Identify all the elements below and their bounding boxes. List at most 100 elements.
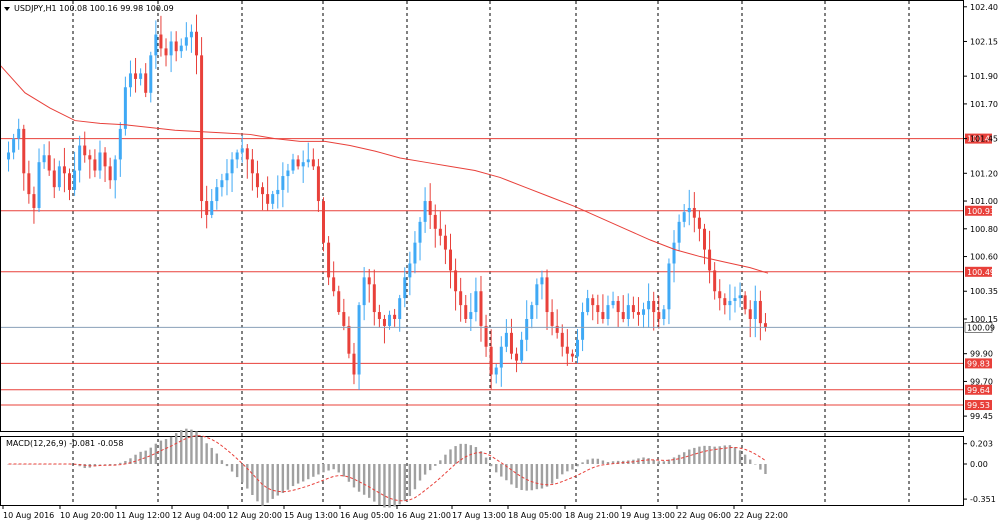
- macd-bar: [484, 457, 488, 464]
- macd-bar: [271, 464, 274, 499]
- level-label: 99.83: [967, 359, 990, 368]
- macd-bar: [693, 447, 696, 464]
- macd-bar: [703, 445, 706, 464]
- macd-bar: [373, 464, 376, 502]
- macd-bar: [616, 460, 620, 464]
- candle-body: [261, 187, 265, 195]
- candle-body: [667, 263, 671, 310]
- candle-body: [459, 291, 463, 306]
- macd-bar: [124, 460, 127, 464]
- macd-bar: [525, 464, 528, 491]
- macd-bar: [200, 436, 203, 464]
- candle-body: [347, 325, 351, 354]
- candle-body: [220, 180, 224, 188]
- macd-bar: [672, 457, 676, 464]
- candle-body: [393, 314, 397, 319]
- x-tick-label: 10 Aug 2016: [3, 511, 54, 520]
- dropdown-triangle-icon[interactable]: [4, 7, 10, 11]
- macd-bar: [185, 428, 188, 464]
- candle-body: [763, 323, 767, 328]
- candle-body: [388, 314, 392, 326]
- macd-bar: [393, 464, 396, 507]
- candle-body: [743, 295, 747, 310]
- candle-body: [271, 194, 275, 204]
- candle-body: [697, 217, 701, 229]
- macd-bar: [738, 450, 742, 464]
- macd-bar: [667, 459, 671, 464]
- candle-body: [47, 155, 51, 171]
- x-tick-label: 22 Aug 06:00: [677, 511, 731, 520]
- macd-bar: [474, 447, 478, 464]
- macd-bar: [398, 464, 401, 505]
- candle-body: [296, 159, 300, 167]
- macd-bar: [454, 446, 457, 464]
- candle-body: [230, 159, 234, 174]
- candle-body: [337, 291, 341, 313]
- y-tick-label: 99.90: [970, 350, 993, 359]
- macd-bar: [434, 464, 437, 466]
- macd-bar: [550, 464, 554, 484]
- candle-body: [93, 159, 97, 171]
- x-tick-label: 16 Aug 05:00: [340, 511, 394, 520]
- candle-body: [494, 367, 498, 375]
- candle-body: [621, 312, 625, 319]
- macd-bar: [601, 460, 605, 464]
- candle-body: [438, 228, 442, 236]
- chart-title: USDJPY,H1 100.08 100.16 99.98 100.09: [14, 4, 174, 13]
- x-tick-label: 10 Aug 20:00: [60, 511, 114, 520]
- candle-body: [738, 295, 742, 299]
- macd-bar: [688, 449, 691, 464]
- y-tick-label: 102.40: [970, 3, 998, 12]
- candle-body: [78, 145, 82, 171]
- macd-bar: [225, 464, 229, 467]
- candle-body: [362, 277, 366, 306]
- macd-bar: [606, 462, 610, 464]
- candle-body: [32, 194, 36, 208]
- macd-bar: [682, 452, 686, 464]
- candle-body: [382, 318, 386, 326]
- candle-body: [454, 270, 458, 292]
- macd-bar: [586, 459, 589, 464]
- macd-bar: [139, 451, 142, 464]
- candle-body: [565, 346, 569, 354]
- macd-bar: [698, 446, 701, 464]
- macd-bar: [215, 453, 219, 464]
- candle-body: [88, 155, 92, 160]
- candle-body: [73, 170, 77, 190]
- candle-body: [189, 31, 193, 38]
- macd-bar: [149, 447, 152, 464]
- macd-signal-line: [8, 435, 766, 502]
- macd-bar: [728, 445, 732, 464]
- macd-plot-frame: [0, 436, 964, 506]
- candle-body: [479, 291, 483, 326]
- candle-body: [687, 207, 691, 213]
- macd-bar: [235, 464, 239, 478]
- candle-body: [474, 291, 478, 313]
- candle-body: [332, 277, 336, 292]
- candle-body: [606, 305, 610, 319]
- candle-body: [733, 298, 737, 301]
- macd-bar: [520, 464, 523, 491]
- candle-body: [240, 148, 244, 153]
- macd-histogram: [7, 428, 767, 508]
- macd-bar: [566, 464, 569, 472]
- candle-body: [545, 277, 549, 313]
- macd-bar: [749, 459, 752, 464]
- macd-bar: [93, 464, 97, 467]
- candle-body: [555, 325, 559, 333]
- candle-body: [403, 277, 407, 299]
- macd-bar: [611, 461, 615, 464]
- candle-body: [449, 249, 452, 271]
- candle-body: [509, 332, 513, 354]
- candle-body: [367, 277, 371, 285]
- macd-bar: [403, 464, 406, 501]
- macd-bar: [444, 454, 447, 464]
- price-axis: 102.40 102.15 101.90 101.70 101.45 101.20 101.…: [963, 3, 998, 421]
- candle-body: [342, 312, 346, 326]
- macd-bar: [743, 454, 747, 464]
- candle-body: [758, 300, 762, 324]
- level-tag: [965, 358, 992, 369]
- candle-body: [123, 87, 127, 129]
- candle-body: [418, 221, 422, 243]
- candle-body: [134, 73, 138, 79]
